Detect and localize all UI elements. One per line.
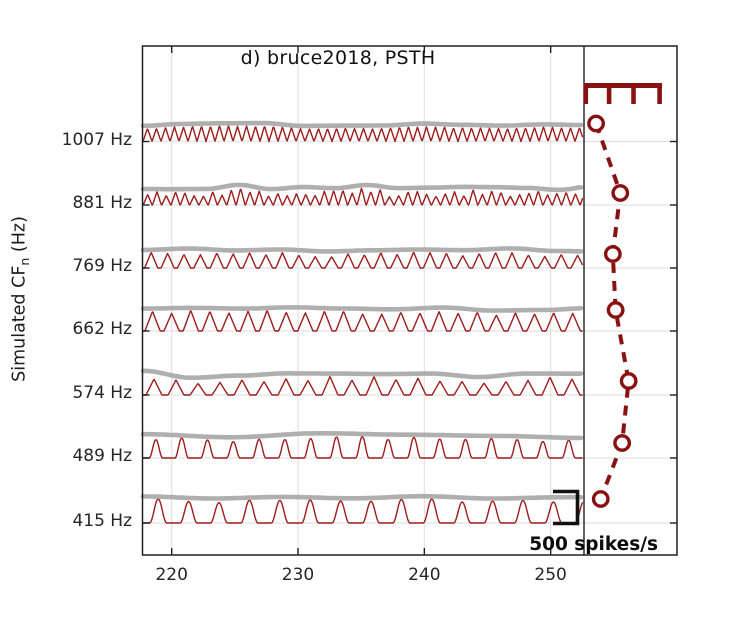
- y-axis-label-post: (Hz): [9, 216, 30, 258]
- plot-title: d) bruce2018, PSTH: [240, 47, 436, 69]
- psth-waveforms: [142, 125, 584, 524]
- y-tick-label-2: 769 Hz: [72, 256, 132, 276]
- y-axis-label: Simulated CFn (Hz): [9, 216, 32, 382]
- rate-scale-ruler: [583, 83, 662, 104]
- x-tick-label-1: 230: [281, 565, 315, 585]
- scale-bar-label: 500 spikes/s: [529, 534, 658, 555]
- x-tick-label-2: 240: [408, 565, 441, 585]
- rate-profile-marker: [611, 184, 630, 202]
- scale-bar-bracket: [553, 489, 580, 526]
- envelope-lines: [140, 120, 584, 501]
- y-tick-label-0: 1007 Hz: [61, 129, 132, 150]
- y-tick-label-3: 662 Hz: [72, 319, 132, 339]
- rate-profile-marker: [619, 372, 638, 390]
- y-tick-label-4: 574 Hz: [72, 383, 132, 403]
- rate-profile-marker: [606, 301, 625, 319]
- x-tick-label-3: 250: [534, 565, 567, 585]
- axes-frame: [141, 45, 678, 556]
- y-tick-label-6: 415 Hz: [72, 511, 132, 531]
- x-tick-label-0: 220: [155, 565, 188, 585]
- rate-profile: [587, 114, 638, 508]
- y-tick-label-5: 489 Hz: [72, 446, 132, 466]
- rate-profile-marker: [603, 245, 622, 263]
- rate-profile-marker: [613, 434, 632, 452]
- rate-profile-marker: [587, 114, 605, 133]
- y-tick-label-1: 881 Hz: [72, 193, 132, 213]
- rate-profile-marker: [591, 490, 610, 508]
